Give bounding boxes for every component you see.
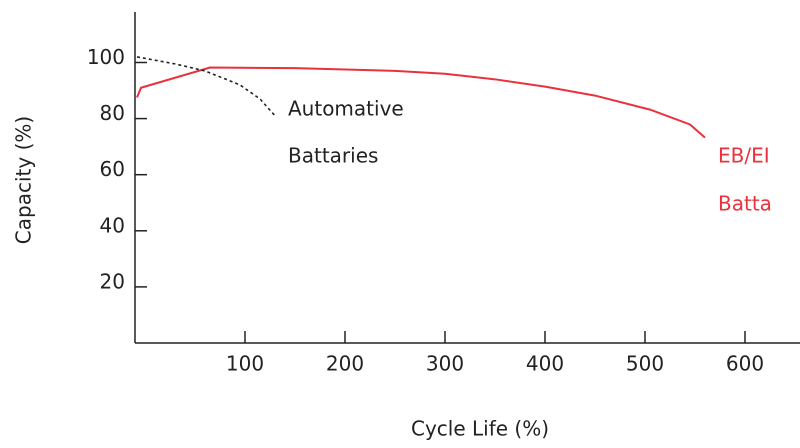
y-axis-label: Capacity (%) [12, 116, 36, 244]
annotation: Automative [288, 97, 404, 121]
x-tick-label: 300 [426, 352, 464, 376]
annotation: Battaries [288, 144, 378, 168]
x-tick-label: 100 [226, 352, 264, 376]
x-tick-label: 200 [326, 352, 364, 376]
y-tick-label: 80 [100, 101, 125, 125]
y-tick-label: 60 [100, 157, 125, 181]
x-tick-label: 600 [726, 352, 764, 376]
y-tick-label: 40 [100, 213, 125, 237]
series-line [136, 66, 706, 139]
x-tick-label: 400 [526, 352, 564, 376]
y-tick-label: 100 [87, 45, 125, 69]
x-tick-label: 500 [626, 352, 664, 376]
annotation: EB/EI [718, 144, 770, 168]
x-axis-label: Cycle Life (%) [411, 417, 549, 441]
series-line [136, 56, 276, 117]
annotation: Batta [718, 192, 772, 216]
y-tick-label: 20 [100, 269, 125, 293]
